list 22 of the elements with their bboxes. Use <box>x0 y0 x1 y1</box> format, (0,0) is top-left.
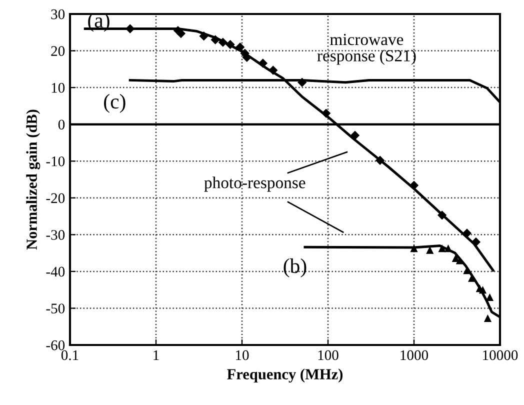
y-tick-label: -30 <box>46 230 65 240</box>
x-axis-title: Frequency (MHz) <box>227 368 343 383</box>
annotation: microwave response (S21) <box>317 34 416 65</box>
annotation: (c) <box>104 94 126 113</box>
y-tick-label: 0 <box>58 120 65 130</box>
x-tick-label: 10 <box>236 350 249 360</box>
x-tick-label: 10000 <box>483 350 518 360</box>
x-tick-label: 1000 <box>400 350 428 360</box>
y-tick-label: -40 <box>46 266 65 277</box>
x-tick-label: 1 <box>154 350 159 360</box>
y-tick-label: -50 <box>46 304 65 314</box>
annotation: photo-response <box>204 176 306 192</box>
y-tick-label: 20 <box>51 46 65 56</box>
x-tick-label: 100 <box>318 350 338 360</box>
x-tick-label: 0.1 <box>61 350 78 360</box>
y-tick-label: 30 <box>51 9 65 20</box>
y-tick-label: -60 <box>46 340 65 350</box>
annotation: (b) <box>284 258 306 278</box>
y-tick-label: 10 <box>52 82 65 93</box>
y-tick-label: -20 <box>46 193 65 204</box>
y-tick-label: -10 <box>46 156 65 166</box>
y-axis-title: Normalized gain (dB) <box>26 110 40 250</box>
